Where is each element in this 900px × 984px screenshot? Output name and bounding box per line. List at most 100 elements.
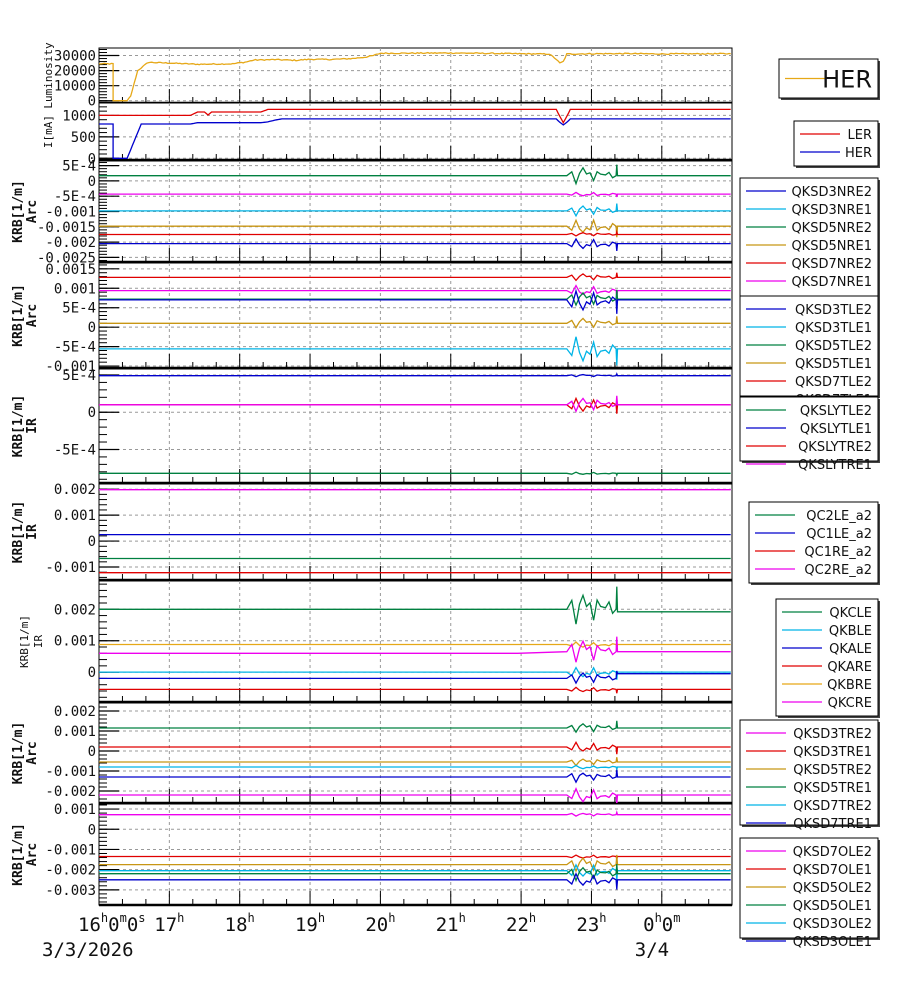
y-tick-label: -0.002 [45,784,96,800]
legend-box [739,396,879,462]
series-group [99,108,731,159]
legend-label: QC1RE_a2 [804,545,872,560]
legend-box [793,120,879,167]
y-axis-label: Arc [25,741,40,764]
y-tick-label: 500 [71,130,96,146]
series-line-qkare [99,686,731,694]
series-line-qkslytle1 [99,372,731,378]
series-line-qksd7nre1 [99,191,731,198]
y-axis-label: KRB[1/m] [11,284,26,347]
y-tick-label: 0 [88,822,96,838]
y-axis-label: Luminosity [42,42,55,109]
y-tick-label: -0.002 [45,863,96,879]
series-line-qksd5nre2 [99,164,731,186]
y-tick-label: 0.001 [54,634,96,650]
y-axis-label: KRB[1/m] [18,615,31,668]
panel-ir-qc: 0.002 0.001 0 -0.001 KRB[1/m] IR [11,482,733,582]
legend-label: QKSD5TLE2 [795,339,872,354]
y-axis-label: KRB[1/m] [11,395,26,458]
x-tick-label: 17h [154,911,184,936]
plot-area [98,580,733,703]
x-tick-label: 23h [576,911,606,936]
y-tick-label: -0.001 [45,205,96,221]
x-tick-label: 18h [225,911,255,936]
y-axis-label: Arc [25,843,40,866]
y-tick-label: 0.002 [54,482,96,498]
series-line-qksd3tre2 [99,787,731,803]
legend-label: LER [848,128,873,143]
series-line-qksd5nre1 [99,218,731,238]
legend-label: QKSD5OLE1 [793,899,872,914]
legend-label: QKSD7NRE2 [791,257,872,272]
series-line-qksd3ole1 [99,872,731,890]
series-line-qksd5tre1 [99,720,731,734]
series-group [99,489,731,574]
panel-current: 0 500 1000 I[mA] [42,102,733,167]
series-line-qksd7tre1 [99,769,731,784]
legend-label: QKBRE [827,678,872,693]
legend-current: LER HER [793,120,880,168]
y-tick-label: -5E-4 [54,340,96,356]
legend-label: QKSD3OLE1 [793,935,872,950]
series-line-qksd3nre2 [99,237,731,252]
y-tick-label: 0 [88,320,96,336]
series-group [99,51,731,102]
y-tick-label: 5E-4 [62,159,96,175]
legend-label: QKCLE [829,606,872,621]
legend-label: QKSD7TLE2 [795,375,872,390]
panel-arc-ole: 0.001 0 -0.001 -0.002 -0.003 KRB[1/m] Arc [11,802,733,907]
legend-label: QC2RE_a2 [804,563,872,578]
y-tick-label: -0.0015 [37,220,96,236]
x-tick-label: 0h0m [643,911,680,936]
y-axis-label: Arc [25,200,40,223]
legend-ir-qc: QC2LE_a2 QC1LE_a2 QC1RE_a2 QC2RE_a2 [748,501,880,585]
y-axis-label: KRB[1/m] [11,180,26,243]
legend-arc-tre: QKSD3TRE2 QKSD3TRE1 QKSD5TRE2 QKSD5TRE1 QKSD… [739,719,880,832]
y-tick-label: 0.001 [54,802,96,818]
legend-box [739,295,879,397]
series-group [99,586,731,694]
y-axis-label: Arc [25,304,40,327]
y-axis-label: KRB[1/m] [11,823,26,886]
y-axis-label: IR [25,418,40,434]
series-line-ler [99,108,731,125]
plot-area [98,47,733,104]
y-tick-label: -0.001 [45,764,96,780]
legend-box [739,719,879,826]
x-axis: 16h0m0s 17h 18h 19h 20h 21h 22h 23h 0h0m 3/3/2026… [42,911,680,961]
series-group [99,372,731,477]
y-tick-label: 30000 [54,49,96,65]
y-tick-label: 0 [88,405,96,421]
y-tick-label: 0.001 [54,508,96,524]
legend-label: HER [845,146,872,161]
y-tick-label: -0.0025 [37,250,96,266]
legend-label: QKSD3TRE1 [793,745,872,760]
legend-label: QC1LE_a2 [806,527,872,542]
y-tick-label: 0 [88,534,96,550]
series-line-qksd7tre2 [99,764,731,772]
legend-box [775,598,879,717]
legend-label: QKSD5TRE1 [793,781,872,796]
y-tick-label: 1000 [62,108,96,124]
series-group [99,809,731,890]
x-tick-label: 20h [365,911,395,936]
y-tick-label: 0.002 [54,602,96,618]
legend-label: QKSD3TRE2 [793,727,872,742]
legend-arc-nre: QKSD3NRE2 QKSD3NRE1 QKSD5NRE2 QKSD5NRE1 QKSD… [739,177,880,298]
series-line-qkslytle2 [99,471,731,477]
series-line-qksd5tre2 [99,757,731,767]
series-line-qksd3nre1 [99,203,731,218]
series-line-qksd3tle2 [99,288,731,314]
series-line-qksd5ole2 [99,854,731,873]
legend-label: QKSD5NRE2 [791,221,872,236]
legend-ir-qk: QKCLE QKBLE QKALE QKARE QKBRE QKCRE [775,598,880,718]
plot-area [98,102,733,161]
x-date-label: 3/3/2026 [42,939,134,961]
y-tick-label: 0.001 [54,724,96,740]
legend-arc-tle: QKSD3TLE2 QKSD3TLE1 QKSD5TLE2 QKSD5TLE1 QKSD… [739,295,880,408]
plot-area [98,483,733,581]
y-tick-label: 5E-4 [62,301,96,317]
legend-label: QKBLE [829,624,872,639]
legend-label: QKALE [829,642,872,657]
